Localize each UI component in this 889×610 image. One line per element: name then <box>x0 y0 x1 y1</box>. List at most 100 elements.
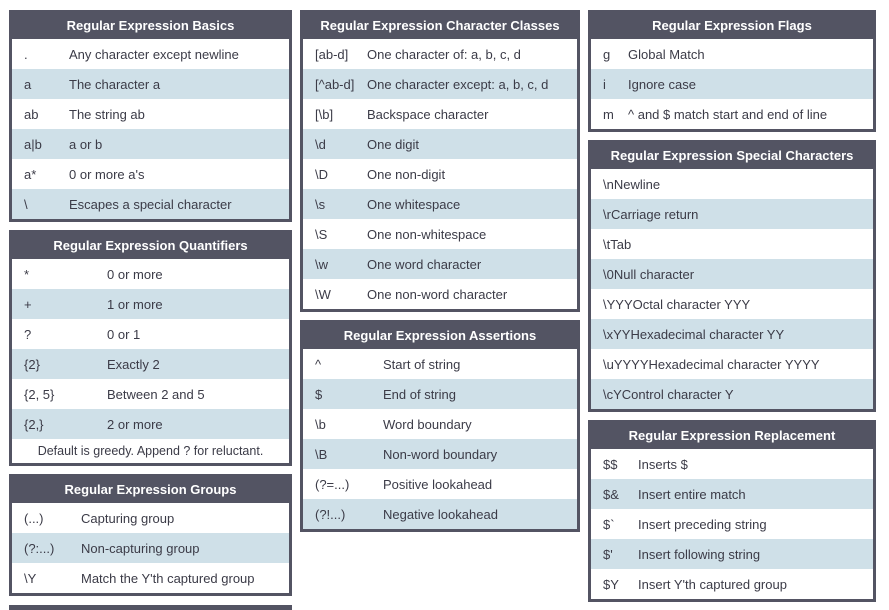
table-row: \S One non-whitespace <box>303 219 577 249</box>
row-pattern: (...) <box>24 510 44 526</box>
row-pattern: $& <box>603 486 619 502</box>
table-row: a|b a or b <box>12 129 289 159</box>
table-row: $$ Inserts $ <box>591 449 873 479</box>
card-groups: Regular Expression Groups (...) Capturing… <box>9 474 292 596</box>
table-row: {2,} 2 or more <box>12 409 289 439</box>
row-pattern: \D <box>315 166 328 182</box>
row-description: End of string <box>383 386 456 402</box>
row-pattern: \YYY <box>603 296 633 312</box>
card-quantifiers: Regular Expression Quantifiers * 0 or mor… <box>9 230 292 466</box>
row-description: Insert entire match <box>638 486 746 502</box>
table-row: ? 0 or 1 <box>12 319 289 349</box>
table-row: \cY Control character Y <box>591 379 873 409</box>
table-row: \b Word boundary <box>303 409 577 439</box>
table-row: [ab-d] One character of: a, b, c, d <box>303 39 577 69</box>
row-description: Insert preceding string <box>638 516 767 532</box>
table-row: \0 Null character <box>591 259 873 289</box>
table-row: m ^ and $ match start and end of line <box>591 99 873 129</box>
table-row: \Y Match the Y'th captured group <box>12 563 289 593</box>
row-pattern: $' <box>603 546 613 562</box>
card-special-characters-title: Regular Expression Special Characters <box>591 143 873 169</box>
table-row: (?!...) Negative lookahead <box>303 499 577 529</box>
row-pattern: \ <box>24 196 28 212</box>
row-description: Between 2 and 5 <box>107 386 205 402</box>
table-row: {2, 5} Between 2 and 5 <box>12 379 289 409</box>
row-description: Any character except newline <box>69 46 239 62</box>
row-pattern: [\b] <box>315 106 334 122</box>
card-flags-rows: g Global Match i Ignore case m ^ and $ match … <box>591 39 873 129</box>
row-pattern: . <box>24 46 28 62</box>
table-row: \xYY Hexadecimal character YY <box>591 319 873 349</box>
column-3: Regular Expression Flags g Global Match i I… <box>588 10 876 610</box>
table-row: \s One whitespace <box>303 189 577 219</box>
row-pattern: \w <box>315 256 328 272</box>
card-replacement-rows: $$ Inserts $ $& Insert entire match $` Insert… <box>591 449 873 599</box>
row-pattern: \r <box>603 206 611 222</box>
table-row: * 0 or more <box>12 259 289 289</box>
row-pattern: \0 <box>603 266 614 282</box>
row-description: 1 or more <box>107 296 163 312</box>
row-description: Hexadecimal character YY <box>630 326 785 342</box>
row-description: The character a <box>69 76 161 92</box>
card-assertions: Regular Expression Assertions ^ Start of … <box>300 320 580 532</box>
row-description: Match the Y'th captured group <box>81 570 255 586</box>
table-row: (?=...) Positive lookahead <box>303 469 577 499</box>
row-description: Inserts $ <box>638 456 688 472</box>
row-description: a or b <box>69 136 103 152</box>
row-pattern: \b <box>315 416 326 432</box>
row-pattern: [ab-d] <box>315 46 349 62</box>
row-description: Newline <box>613 176 661 192</box>
row-pattern: \n <box>603 176 614 192</box>
card-replacement-title: Regular Expression Replacement <box>591 423 873 449</box>
row-description: Insert Y'th captured group <box>638 576 787 592</box>
card-basics-title: Regular Expression Basics <box>12 13 289 39</box>
row-pattern: $` <box>603 516 615 532</box>
table-row: \ Escapes a special character <box>12 189 289 219</box>
row-pattern: ? <box>24 326 32 342</box>
row-pattern: m <box>603 106 614 122</box>
table-row: \YYY Octal character YYY <box>591 289 873 319</box>
row-pattern: * <box>24 266 30 282</box>
row-pattern: + <box>24 296 32 312</box>
row-description: The string ab <box>69 106 145 122</box>
table-row: \d One digit <box>303 129 577 159</box>
row-pattern: [^ab-d] <box>315 76 355 92</box>
row-description: Non-word boundary <box>383 446 498 462</box>
row-description: One word character <box>367 256 482 272</box>
row-description: 0 or 1 <box>107 326 141 342</box>
table-row: . Any character except newline <box>12 39 289 69</box>
row-pattern: {2} <box>24 356 40 372</box>
row-description: Hexadecimal character YYYY <box>648 356 820 372</box>
row-pattern: \t <box>603 236 611 252</box>
row-description: One non-whitespace <box>367 226 487 242</box>
row-pattern: \W <box>315 286 331 302</box>
table-row: $& Insert entire match <box>591 479 873 509</box>
row-pattern: $$ <box>603 456 618 472</box>
table-row: (?:...) Non-capturing group <box>12 533 289 563</box>
table-row: $` Insert preceding string <box>591 509 873 539</box>
card-groups-rows: (...) Capturing group (?:...) Non-capturing… <box>12 503 289 593</box>
row-description: One whitespace <box>367 196 461 212</box>
card-quantifiers-rows: * 0 or more +1 or more? 0 or 1 {2} Exactly 2{… <box>12 259 289 439</box>
row-description: Escapes a special character <box>69 196 232 212</box>
table-row: $ End of string <box>303 379 577 409</box>
row-pattern: {2, 5} <box>24 386 55 402</box>
column-2: Regular Expression Character Classes [ab… <box>300 10 580 610</box>
row-pattern: ab <box>24 106 39 122</box>
row-description: 0 or more a's <box>69 166 145 182</box>
row-pattern: (?=...) <box>315 476 350 492</box>
card-special-characters-rows: \n Newline \r Carriage return \t Tab \0 Null ch… <box>591 169 873 409</box>
card-replacement: Regular Expression Replacement $$ Inserts… <box>588 420 876 602</box>
table-row: \D One non-digit <box>303 159 577 189</box>
table-row: \uYYYY Hexadecimal character YYYY <box>591 349 873 379</box>
card-basics: Regular Expression Basics . Any character… <box>9 10 292 222</box>
row-description: Capturing group <box>81 510 175 526</box>
table-row: ^ Start of string <box>303 349 577 379</box>
table-row: [\b] Backspace character <box>303 99 577 129</box>
table-row: $' Insert following string <box>591 539 873 569</box>
row-pattern: \uYYYY <box>603 356 649 372</box>
row-description: Carriage return <box>610 206 699 222</box>
card-quantifiers-footer: Default is greedy. Append ? for reluctan… <box>12 439 289 463</box>
row-description: 0 or more <box>107 266 163 282</box>
